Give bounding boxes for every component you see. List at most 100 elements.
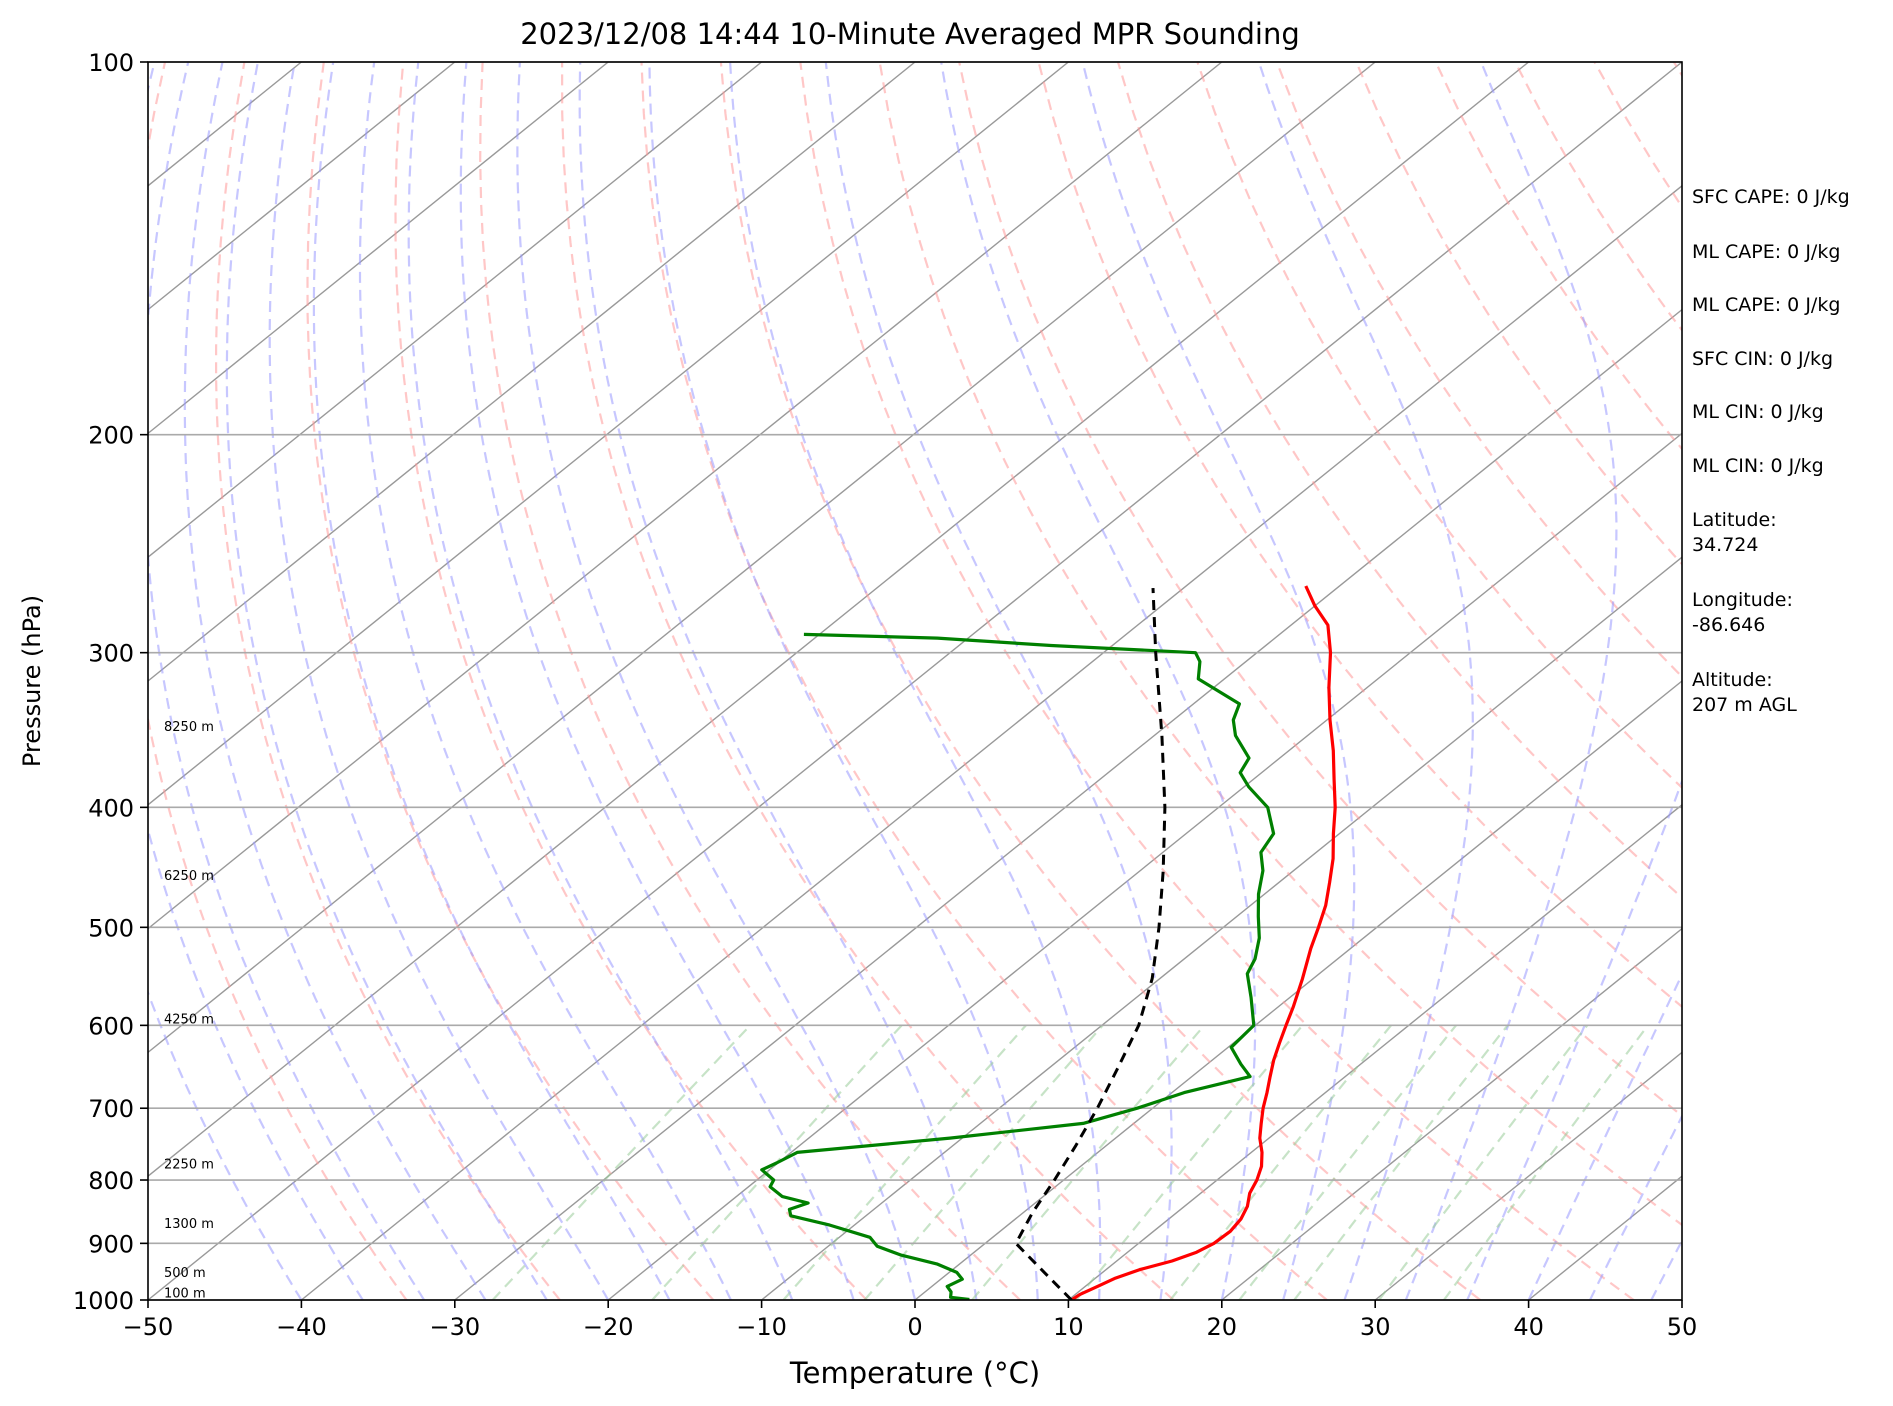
mixing-ratio-line [782, 1024, 1027, 1300]
moist-adiabat-line [1589, 1113, 1682, 1300]
sounding-profiles [760, 585, 1337, 1300]
isotherm-line [148, 62, 1376, 1054]
dry-adiabat-line [719, 62, 1481, 1300]
x-tick-label: 30 [1360, 1313, 1391, 1341]
info-panel-item: ML CIN: 0 J/kg [1692, 401, 1824, 423]
height-labels: 8250 m 6250 m 4250 m 2250 m 1300 m 500 m 100 m [164, 720, 214, 1301]
dry-adiabat-line [306, 62, 715, 1300]
moist-adiabat-line [729, 62, 1102, 1300]
moist-adiabat-line [578, 62, 978, 1300]
x-axis-ticks: −50 −40 −30 −20 −10 0 10 20 30 40 50 [123, 1300, 1698, 1341]
x-tick-label: −40 [276, 1313, 327, 1341]
isotherm-line [1221, 927, 1682, 1300]
dry-adiabat-line [878, 62, 1682, 1227]
moist-adiabat-line [148, 62, 426, 1300]
mixing-ratio-line [651, 1024, 903, 1300]
x-tick-label: 20 [1207, 1313, 1238, 1341]
isotherm-line [148, 62, 916, 682]
height-label: 6250 m [164, 869, 214, 884]
moist-adiabat-line [1466, 778, 1682, 1300]
x-axis-label: Temperature (°C) [789, 1356, 1040, 1390]
info-panel-item: Longitude: -86.646 [1692, 589, 1793, 636]
isotherm-line [1835, 62, 1893, 1300]
dry-adiabat-line [799, 62, 1635, 1300]
dewpoint-profile-line [760, 632, 1276, 1300]
mixing-ratio-line [863, 1024, 1104, 1300]
info-panel-item: ML CAPE: 0 J/kg [1692, 241, 1840, 263]
mixing-ratio-line [971, 1024, 1206, 1300]
moist-adiabat-line [225, 62, 548, 1300]
dry-adiabat-line [1355, 62, 1682, 566]
x-tick-label: −50 [123, 1313, 174, 1341]
isotherm-line [148, 62, 609, 435]
moist-adiabat-line [1527, 971, 1682, 1300]
x-tick-label: −10 [736, 1313, 787, 1341]
isotherm-line [1067, 803, 1682, 1300]
y-tick-label: 1000 [73, 1287, 134, 1315]
mixing-ratio-line [1075, 1024, 1304, 1300]
moist-adiabat-line [648, 62, 1039, 1300]
isotherm-line [148, 62, 1530, 1178]
dry-adiabat-line [479, 62, 1021, 1300]
moist-adiabat-line [1257, 62, 1474, 1300]
y-tick-label: 500 [88, 914, 134, 942]
info-panel-item: SFC CIN: 0 J/kg [1692, 348, 1833, 370]
y-axis-ticks: 1000 900 800 700 600 500 400 300 200 100 [73, 49, 148, 1315]
moist-adiabat-line [516, 62, 917, 1300]
isotherm-line [148, 62, 1069, 806]
x-tick-label: 40 [1513, 1313, 1544, 1341]
height-label: 500 m [164, 1266, 206, 1281]
moist-adiabat-line [268, 62, 610, 1300]
isotherm-line [148, 62, 763, 559]
y-tick-label: 200 [88, 422, 134, 450]
info-panel-item: Latitude: 34.724 [1692, 509, 1777, 556]
info-panel-item: ML CAPE: 0 J/kg [1692, 294, 1840, 316]
isotherm-line [300, 184, 1682, 1300]
isotherm-line [148, 62, 1682, 1300]
y-tick-label: 100 [88, 49, 134, 77]
isotherm-line [607, 432, 1682, 1300]
dry-adiabat-line [1833, 62, 1893, 1300]
moist-adiabat-line [312, 62, 671, 1300]
x-tick-label: 0 [907, 1313, 922, 1341]
info-panel: SFC CAPE: 0 J/kg ML CAPE: 0 J/kg ML CAPE: … [1692, 186, 1850, 716]
y-tick-label: 300 [88, 640, 134, 668]
isotherm-line [454, 308, 1682, 1300]
height-label: 8250 m [164, 720, 214, 735]
height-label: 4250 m [164, 1013, 214, 1028]
y-tick-label: 800 [88, 1167, 134, 1195]
x-tick-label: −20 [583, 1313, 634, 1341]
dry-adiabat-line [1037, 62, 1682, 1009]
moist-adiabat-line [407, 62, 794, 1300]
x-tick-label: 50 [1667, 1313, 1698, 1341]
y-tick-label: 600 [88, 1012, 134, 1040]
height-label: 1300 m [164, 1217, 214, 1232]
info-panel-item: Altitude: 207 m AGL [1692, 669, 1797, 716]
moist-adiabat-line [358, 62, 732, 1300]
temperature-profile-line [1070, 585, 1337, 1300]
mixing-ratio-line [1378, 1024, 1589, 1300]
isotherm-line [761, 556, 1682, 1300]
moist-adiabat-line [459, 62, 855, 1300]
isotherm-line [1374, 1051, 1682, 1300]
moist-adiabat-line [148, 62, 364, 1300]
height-label: 2250 m [164, 1157, 214, 1172]
moist-adiabat-line [183, 62, 487, 1300]
parcel-profile-line [1014, 587, 1167, 1300]
chart-title: 2023/12/08 14:44 10-Minute Averaged MPR … [520, 17, 1300, 51]
x-tick-label: 10 [1053, 1313, 1084, 1341]
info-panel-item: SFC CAPE: 0 J/kg [1692, 186, 1850, 208]
y-tick-label: 900 [88, 1230, 134, 1258]
y-tick-label: 700 [88, 1095, 134, 1123]
dry-adiabat-line [148, 62, 408, 1300]
x-tick-label: −30 [429, 1313, 480, 1341]
dry-adiabat-line [640, 62, 1328, 1300]
info-panel-item: ML CIN: 0 J/kg [1692, 455, 1824, 477]
y-tick-label: 400 [88, 794, 134, 822]
isotherm-line [148, 62, 456, 311]
dry-adiabat-line [215, 62, 561, 1300]
isotherm-line [148, 62, 1223, 930]
dry-adiabat-line [560, 62, 1175, 1300]
dry-adiabat-line [958, 62, 1682, 1118]
